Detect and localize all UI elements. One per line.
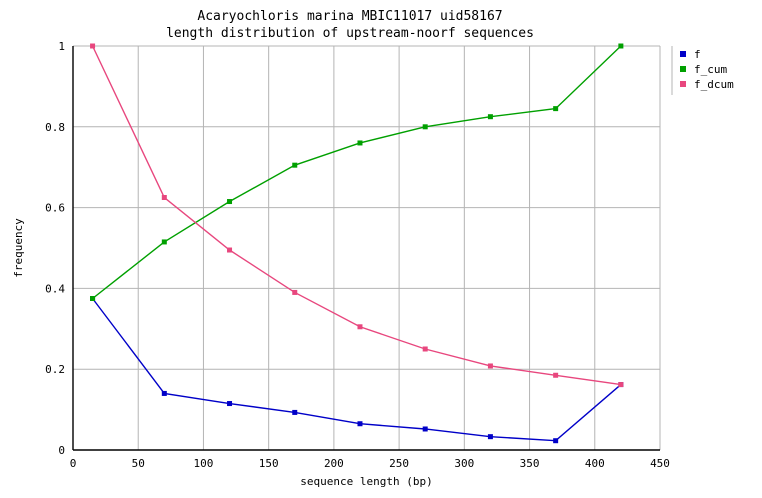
legend-marker-f (680, 51, 686, 57)
data-point-f_cum (422, 124, 428, 130)
data-point-f_dcum (161, 195, 167, 200)
data-point-f_cum (161, 239, 167, 245)
data-point-f_dcum (357, 324, 363, 330)
data-point-f (422, 426, 428, 432)
data-point-f_cum (227, 199, 233, 205)
x-tick-label: 300 (454, 457, 474, 470)
legend-label-f: f (694, 48, 701, 61)
data-point-f_dcum (487, 363, 493, 369)
y-tick-label: 0.2 (45, 363, 65, 376)
data-point-f (357, 421, 363, 427)
data-point-f_dcum (90, 43, 96, 49)
legend-marker-f_cum (680, 66, 686, 72)
x-tick-label: 250 (389, 457, 409, 470)
x-tick-label: 350 (520, 457, 540, 470)
x-tick-label: 50 (132, 457, 145, 470)
chart-title-line-2: length distribution of upstream-noorf se… (166, 26, 534, 41)
data-point-f_dcum (422, 346, 428, 352)
data-point-f_dcum (227, 247, 233, 253)
data-point-f (487, 434, 493, 440)
legend-label-f_dcum: f_dcum (694, 78, 734, 91)
data-point-f_dcum (618, 382, 624, 388)
data-point-f_dcum (292, 289, 298, 295)
chart-title-line-1: Acaryochloris marina MBIC11017 uid58167 (197, 9, 503, 24)
data-series-layer (90, 43, 624, 444)
chart-title: Acaryochloris marina MBIC11017 uid58167 … (0, 8, 700, 42)
axis-titles: sequence length (bp) frequency (12, 218, 433, 488)
data-point-f_cum (292, 162, 298, 168)
x-tick-label: 400 (585, 457, 605, 470)
y-tick-label: 0.6 (45, 202, 65, 215)
data-point-f_cum (357, 140, 363, 146)
y-axis-title: frequency (12, 218, 25, 278)
y-tick-label: 0 (58, 444, 65, 457)
data-point-f (161, 390, 167, 396)
x-tick-label: 450 (650, 457, 670, 470)
series-line-f_cum (92, 45, 622, 300)
x-tick-label: 0 (70, 457, 77, 470)
x-tick-label: 150 (259, 457, 279, 470)
x-tick-label: 100 (194, 457, 214, 470)
data-point-f_cum (487, 114, 493, 120)
data-point-f (292, 409, 298, 415)
series-line-f_dcum (91, 45, 621, 386)
data-point-f (553, 438, 559, 444)
x-axis-title: sequence length (bp) (300, 475, 432, 488)
legend-marker-f_dcum (680, 81, 686, 87)
data-point-f (227, 401, 233, 407)
y-tick-label: 0.8 (45, 121, 65, 134)
data-point-f_cum (553, 106, 559, 112)
x-tick-label: 200 (324, 457, 344, 470)
y-tick-label: 0.4 (45, 282, 65, 295)
x-axis-ticks: 0 50 100 150 200 250 300 350 400 450 (70, 457, 670, 470)
legend-label-f_cum: f_cum (694, 63, 727, 76)
plot-frame (72, 45, 661, 451)
y-tick-label: 1 (58, 40, 65, 53)
legend: f f_cum f_dcum (671, 46, 734, 95)
data-point-f_cum (90, 296, 96, 301)
y-axis-ticks: 0 0.2 0.4 0.6 0.8 1 (45, 40, 65, 457)
data-point-f_cum (618, 43, 624, 49)
data-point-f_dcum (553, 372, 559, 378)
